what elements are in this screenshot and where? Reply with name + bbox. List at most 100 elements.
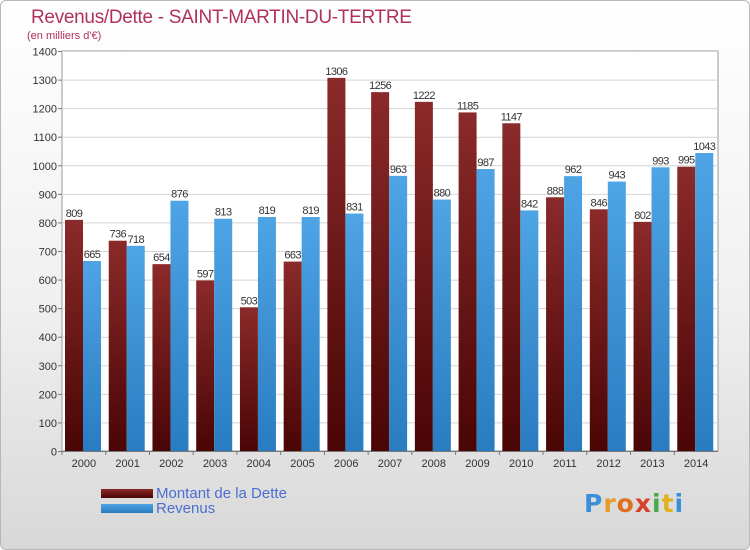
data-label-revenue: 943: [609, 170, 626, 182]
logo-letter: t: [661, 489, 675, 518]
x-tick-label: 2000: [72, 458, 96, 470]
data-label-revenue: 819: [302, 205, 319, 217]
data-label-debt: 1256: [369, 80, 392, 92]
logo-letter: P: [584, 489, 604, 518]
data-label-debt: 1306: [325, 66, 348, 78]
data-label-revenue: 962: [565, 164, 582, 176]
data-label-debt: 663: [284, 250, 301, 262]
data-label-debt: 809: [66, 208, 83, 220]
data-label-debt: 846: [591, 197, 608, 209]
y-tick-label: 500: [39, 304, 57, 316]
bar-debt: [196, 280, 215, 451]
data-label-debt: 1222: [413, 90, 436, 102]
data-label-revenue: 819: [259, 205, 276, 217]
bar-debt: [502, 123, 521, 452]
chart-title: Revenus/Dette - SAINT-MARTIN-DU-TERTRE: [31, 7, 412, 28]
bar-revenue: [126, 245, 145, 451]
y-tick-label: 300: [39, 361, 57, 373]
y-tick-label: 600: [39, 275, 57, 287]
bar-debt: [458, 112, 477, 451]
bar-debt: [283, 261, 302, 451]
bar-revenue: [83, 261, 101, 451]
data-label-revenue: 813: [215, 207, 232, 219]
x-tick-label: 2007: [378, 458, 402, 470]
legend-label-revenue: Revenus: [156, 500, 216, 517]
data-label-debt: 597: [197, 268, 214, 280]
legend-label-debt: Montant de la Dette: [156, 485, 287, 502]
bar-revenue: [520, 210, 539, 451]
data-label-debt: 802: [634, 210, 651, 222]
proxiti-logo: Proxiti: [584, 489, 684, 518]
x-tick-label: 2002: [159, 458, 183, 470]
bar-revenue: [214, 218, 233, 451]
data-label-revenue: 876: [171, 189, 188, 201]
bar-revenue: [651, 167, 670, 452]
bar-revenue: [170, 200, 189, 451]
y-tick-label: 200: [39, 389, 57, 401]
y-tick-label: 1000: [33, 161, 57, 173]
data-label-revenue: 993: [652, 155, 669, 167]
y-tick-label: 1300: [33, 75, 57, 87]
x-tick-label: 2014: [684, 458, 708, 470]
bar-debt: [327, 77, 346, 451]
data-label-revenue: 665: [84, 249, 101, 261]
logo-letter: x: [634, 489, 652, 518]
data-label-debt: 1147: [501, 111, 523, 123]
bar-debt: [677, 166, 696, 451]
bar-debt: [152, 264, 171, 451]
chart-subtitle: (en milliers d'€): [27, 30, 102, 42]
y-tick-label: 1100: [33, 132, 57, 144]
bar-chart: 0 100 200 300 400 500 600 700 800 900 1000 1100 1200…: [33, 47, 719, 470]
x-tick-label: 2010: [509, 458, 533, 470]
x-tick-label: 2004: [247, 458, 271, 470]
y-tick-label: 0: [51, 447, 57, 459]
y-tick-label: 100: [39, 418, 57, 430]
y-tick-label: 1200: [33, 104, 57, 116]
data-label-debt: 654: [153, 252, 170, 264]
bar-debt: [108, 240, 127, 451]
bar-revenue: [695, 153, 714, 451]
data-label-debt: 503: [241, 295, 258, 307]
bar-revenue: [345, 213, 364, 451]
x-tick-label: 2011: [553, 458, 577, 470]
bar-debt: [414, 101, 433, 451]
bar-debt: [239, 307, 258, 451]
x-tick-label: 2005: [290, 458, 314, 470]
x-tick-label: 2001: [115, 458, 139, 470]
data-label-revenue: 880: [434, 188, 451, 200]
bar-revenue: [607, 181, 626, 452]
bar-revenue: [432, 199, 451, 451]
data-label-revenue: 987: [477, 157, 494, 169]
bar-debt: [633, 221, 652, 451]
bar-revenue: [301, 217, 320, 451]
data-label-revenue: 1043: [693, 141, 716, 153]
x-tick-label: 2008: [421, 458, 445, 470]
y-tick-label: 700: [39, 247, 57, 259]
x-tick-label: 2003: [203, 458, 227, 470]
bar-revenue: [389, 175, 408, 451]
bar-revenue: [476, 169, 495, 451]
legend-swatch-revenue: [101, 504, 153, 513]
logo-letter: r: [603, 489, 617, 518]
x-tick-label: 2013: [640, 458, 664, 470]
bar-debt: [371, 92, 390, 452]
bar-debt: [546, 197, 565, 451]
bar-revenue: [257, 217, 276, 451]
y-tick-label: 400: [39, 332, 57, 344]
y-tick-label: 900: [39, 189, 57, 201]
data-label-revenue: 718: [127, 234, 144, 246]
y-tick-label: 1400: [33, 47, 57, 59]
x-tick-label: 2006: [334, 458, 358, 470]
data-label-revenue: 842: [521, 198, 538, 210]
x-tick-label: 2009: [465, 458, 489, 470]
x-tick-label: 2012: [596, 458, 620, 470]
data-label-debt: 888: [547, 185, 564, 197]
data-label-debt: 736: [109, 229, 126, 241]
legend-swatch-debt: [101, 489, 153, 498]
logo-letter: i: [674, 489, 685, 518]
logo-letter: i: [652, 489, 662, 518]
bar-debt: [65, 219, 83, 451]
data-label-debt: 1185: [457, 100, 479, 112]
logo-letter: o: [616, 489, 635, 518]
